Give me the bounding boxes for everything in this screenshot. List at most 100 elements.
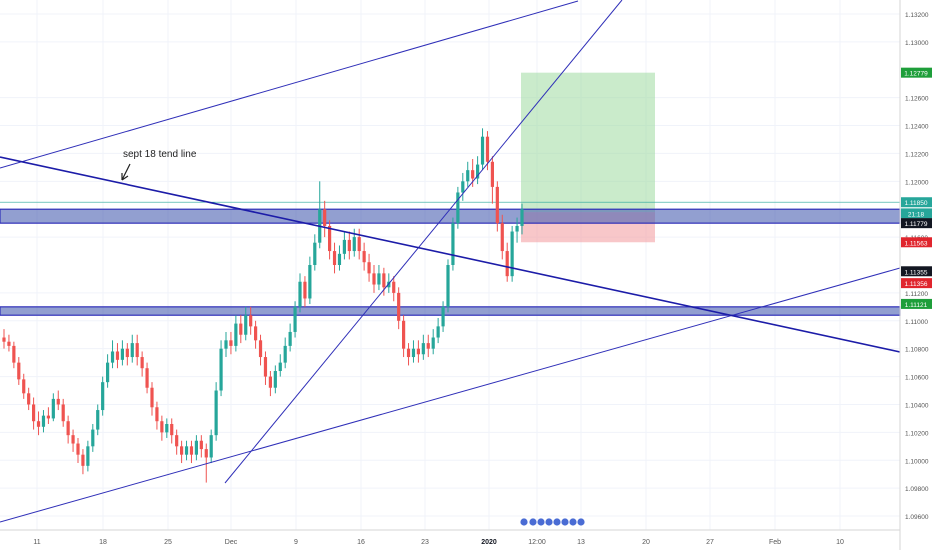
candle-body (278, 362, 282, 371)
x-tick-label: 16 (357, 539, 365, 546)
x-tick-label: 18 (99, 539, 107, 546)
candle-body (125, 348, 129, 358)
x-tick-label: 23 (421, 539, 429, 546)
candle-body (209, 435, 213, 458)
event-marker-icon[interactable] (519, 517, 529, 527)
candle-body (115, 351, 120, 360)
candle-body (347, 239, 351, 252)
candle-body (406, 348, 411, 358)
price-tag-label: 1.11355 (904, 269, 927, 276)
rising-trendline (224, 0, 623, 484)
candle-body (46, 415, 50, 419)
target-zone (521, 72, 655, 213)
candle-body (76, 443, 80, 455)
event-marker-icon[interactable] (544, 517, 554, 527)
candle-body (22, 379, 26, 394)
candle-body (51, 398, 55, 419)
candle-body (313, 242, 317, 265)
price-tag (901, 67, 932, 78)
candle-body (416, 348, 420, 355)
candle-body (66, 421, 70, 436)
price-tag-label: 1.11121 (905, 302, 928, 309)
candle-body (36, 421, 41, 427)
resistance-zone (0, 208, 901, 224)
candle-body (411, 348, 416, 358)
y-tick-label: 1.12000 (905, 179, 929, 186)
candle-body (402, 320, 406, 349)
candle-body (145, 368, 149, 388)
candle-body (520, 209, 524, 226)
event-marker-icon[interactable] (576, 517, 586, 527)
candle-body (194, 440, 198, 455)
y-tick-label: 1.10600 (905, 375, 929, 382)
price-tag (901, 298, 932, 309)
candle-body (283, 345, 287, 363)
x-tick-label: 2020 (481, 539, 497, 546)
event-marker-icon[interactable] (552, 517, 562, 527)
candle-body (17, 362, 21, 380)
candle-body (352, 237, 356, 252)
candle-body (140, 357, 144, 369)
event-marker-icon[interactable] (528, 517, 538, 527)
candle-body (372, 273, 376, 285)
candle-body (91, 429, 95, 447)
candle-body (323, 209, 327, 226)
candle-body (505, 251, 509, 277)
candle-body (485, 136, 490, 162)
candle-body (263, 357, 268, 377)
event-marker-icon[interactable] (536, 517, 546, 527)
price-tag-label: 1.11850 (904, 200, 927, 207)
candle-body (288, 331, 292, 346)
candle-body (184, 446, 189, 455)
candle-body (56, 398, 60, 405)
candle-body (362, 251, 366, 263)
candle-body (27, 393, 31, 405)
x-tick-label: 20 (642, 539, 650, 546)
candle-body (446, 265, 450, 307)
y-tick-label: 1.12200 (905, 151, 929, 158)
candle-body (258, 340, 263, 358)
candle-body (382, 273, 386, 288)
arrow-icon (121, 163, 131, 181)
candle-body (510, 231, 514, 277)
candle-body (377, 273, 381, 285)
trendlines (0, 0, 901, 523)
candle-body (204, 449, 208, 458)
x-tick-label: 9 (294, 539, 298, 546)
x-tick-label: 10 (836, 539, 844, 546)
price-tag-label: 1.11563 (904, 240, 927, 247)
y-tick-label: 1.13000 (905, 40, 929, 47)
candle-body (101, 382, 105, 411)
candle-body (71, 435, 75, 444)
candle-body (480, 136, 485, 165)
candle-body (12, 345, 16, 363)
candle-body (367, 262, 371, 274)
event-markers[interactable] (519, 517, 586, 527)
price-tag-label: 1.11356 (904, 281, 927, 288)
candle-body (180, 446, 184, 455)
upper-channel-trendline (0, 0, 579, 169)
x-tick-label: 11 (33, 539, 40, 546)
candle-body (110, 351, 115, 363)
candle-body (214, 390, 218, 436)
candle-body (308, 265, 312, 299)
candle-body (332, 251, 337, 265)
candle-body (219, 348, 223, 391)
candle-body (120, 348, 124, 360)
candle-body (293, 306, 297, 332)
candle-body (175, 435, 179, 447)
horizontal-zones (0, 208, 901, 316)
candle-body (150, 387, 154, 408)
candle-body (397, 292, 401, 321)
lower-channel-trendline (0, 267, 901, 523)
candle-body (441, 306, 445, 327)
event-marker-icon[interactable] (560, 517, 570, 527)
candle-body (165, 424, 169, 433)
event-marker-icon[interactable] (568, 517, 578, 527)
candle-body (471, 170, 475, 179)
candle-body (106, 362, 110, 383)
candle-body (239, 323, 243, 335)
